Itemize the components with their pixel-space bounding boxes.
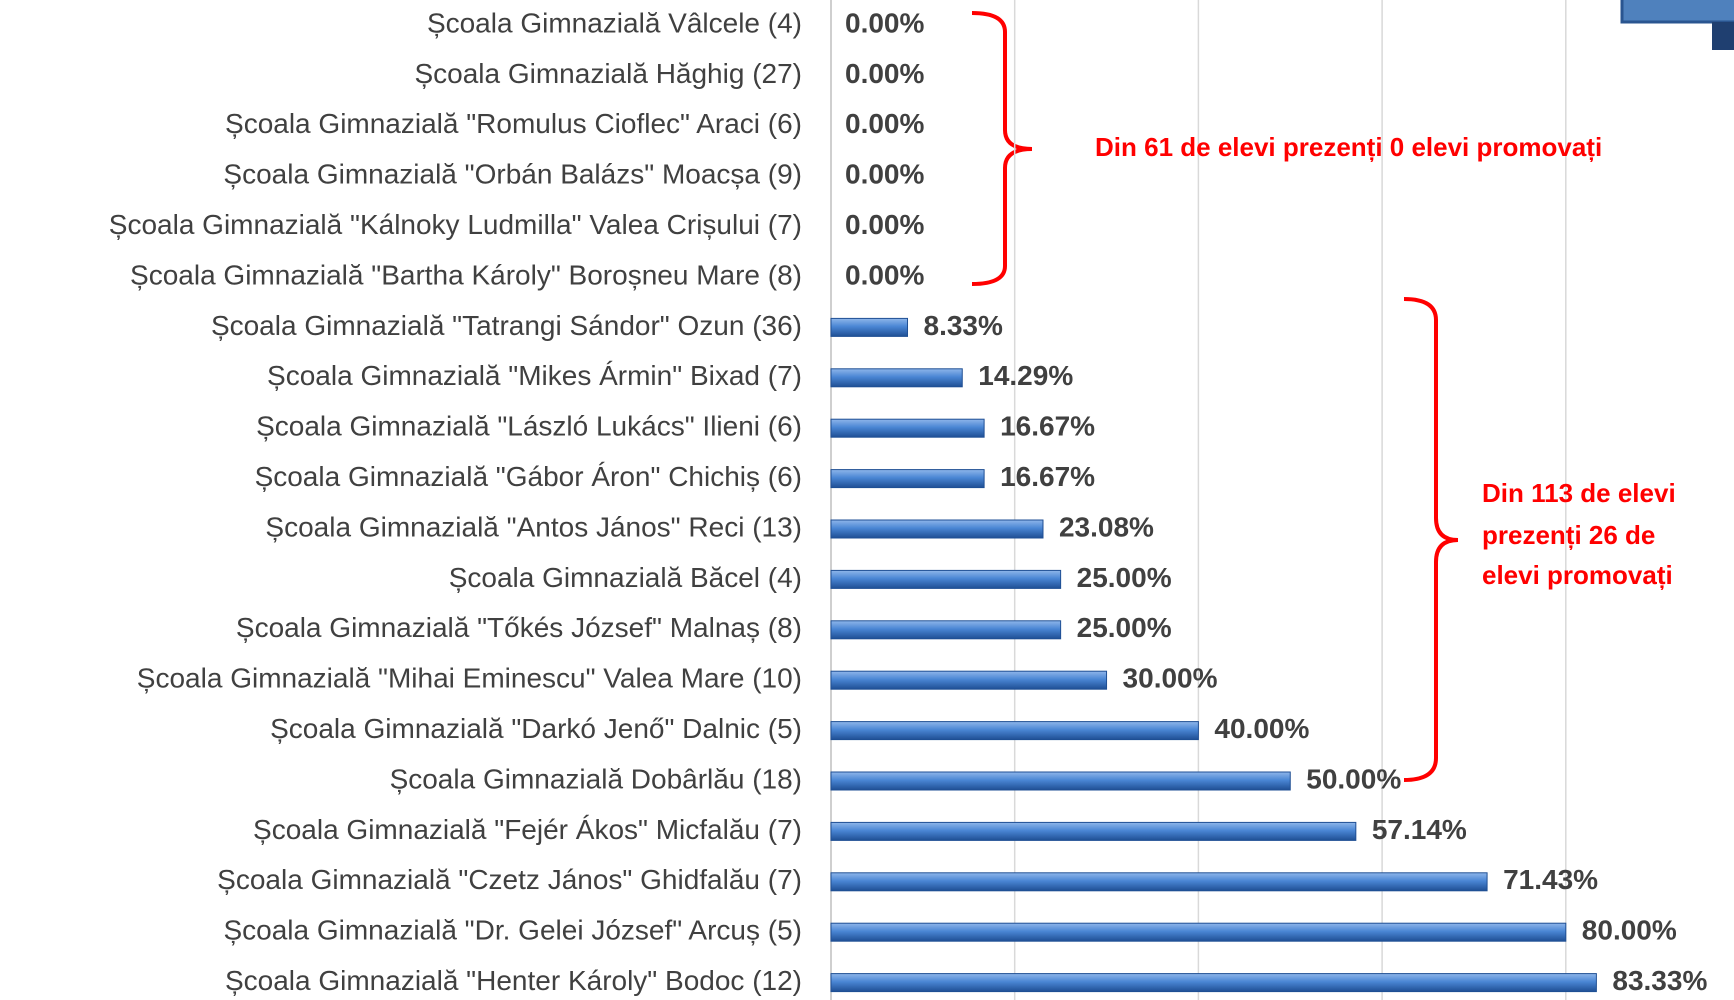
bar [830,368,963,388]
value-label: 16.67% [1000,461,1095,492]
value-label: 80.00% [1582,915,1677,946]
value-label: 71.43% [1503,864,1598,895]
value-label: 30.00% [1123,663,1218,694]
brace [1403,297,1459,782]
brace [971,11,1033,286]
bar [830,872,1488,892]
annotation: prezenți 26 de [1482,520,1655,550]
corner-shape [1620,0,1734,50]
y-tick-label: Școala Gimnazială "Dr. Gelei József" Arc… [223,915,802,946]
bar [830,771,1291,791]
bar [830,569,1062,589]
value-label: 0.00% [845,7,924,38]
y-tick-label: Școala Gimnazială "Gábor Áron" Chichiș (… [255,461,802,492]
value-label: 0.00% [845,108,924,139]
y-tick-label: Școala Gimnazială "Tőkés József" Malnaș … [236,612,802,643]
bar [830,620,1062,640]
bar [830,721,1199,741]
y-tick-label: Școala Gimnazială Hăghig (27) [414,58,802,89]
y-tick-label: Școala Gimnazială "Henter Károly" Bodoc … [225,965,802,996]
value-label: 57.14% [1372,814,1467,845]
y-tick-label: Școala Gimnazială Vâlcele (4) [427,7,802,38]
y-tick-label: Școala Gimnazială "László Lukács" Ilieni… [256,411,802,442]
value-label: 83.33% [1612,965,1707,996]
value-label: 0.00% [845,259,924,290]
value-label: 50.00% [1306,763,1401,794]
y-tick-label: Școala Gimnazială "Orbán Balázs" Moacșa … [223,159,802,190]
bar [830,922,1567,942]
y-tick-label: Școala Gimnazială "Darkó Jenő" Dalnic (5… [270,713,802,744]
y-tick-label: Școala Gimnazială Băcel (4) [449,562,802,593]
y-tick-label: Școala Gimnazială "Mikes Ármin" Bixad (7… [267,360,802,391]
y-tick-label: Școala Gimnazială "Mihai Eminescu" Valea… [137,663,802,694]
bar [830,519,1044,539]
value-label: 25.00% [1077,562,1172,593]
value-label: 16.67% [1000,411,1095,442]
annotation: elevi promovați [1482,560,1673,590]
y-tick-label: Școala Gimnazială "Kálnoky Ludmilla" Val… [109,209,802,240]
value-label: 8.33% [924,310,1003,341]
value-label: 0.00% [845,209,924,240]
bar [830,317,909,337]
bar [830,973,1597,993]
y-tick-label: Școala Gimnazială Dobârlău (18) [390,763,802,794]
bar [830,821,1357,841]
y-tick-label: Școala Gimnazială "Bartha Károly" Boroșn… [130,259,802,290]
y-tick-label: Școala Gimnazială "Antos János" Reci (13… [265,511,802,542]
y-tick-label: Școala Gimnazială "Fejér Ákos" Micfalău … [253,814,802,845]
y-tick-label: Școala Gimnazială "Tatrangi Sándor" Ozun… [211,310,802,341]
value-label: 23.08% [1059,511,1154,542]
value-label: 0.00% [845,58,924,89]
bar [830,418,985,438]
value-label: 40.00% [1214,713,1309,744]
value-label: 14.29% [978,360,1073,391]
bar [830,469,985,489]
value-label: 25.00% [1077,612,1172,643]
bar [830,670,1108,690]
y-tick-label: Școala Gimnazială "Romulus Cioflec" Arac… [225,108,802,139]
annotation: Din 61 de elevi prezenți 0 elevi promova… [1095,132,1602,162]
y-tick-label: Școala Gimnazială "Czetz János" Ghidfală… [217,864,802,895]
annotation: Din 113 de elevi [1482,478,1676,508]
value-label: 0.00% [845,159,924,190]
